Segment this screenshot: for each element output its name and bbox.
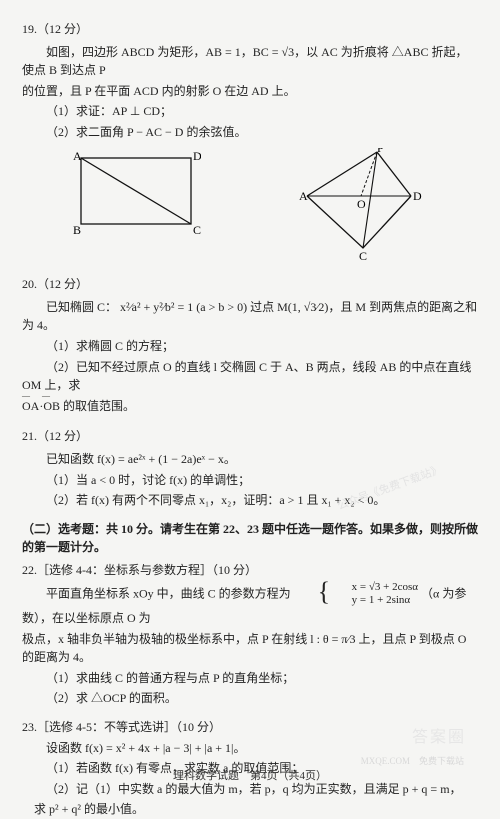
q22-brace-l2: y = 1 + 2sinα [328,594,418,607]
q19-p2: 的位置，且 P 在平面 ACD 内的射影 O 在边 AD 上。 [22,82,478,101]
q20-head: 20.（12 分） [22,275,478,294]
q22-s1: （1）求曲线 C 的普通方程与点 P 的直角坐标； [22,669,478,688]
q21-s2: （2）若 f(x) 有两个不同零点 x₁，x₂，证明：a > 1 且 x₁ + … [22,491,478,510]
q20-s1: （1）求椭圆 C 的方程； [22,337,478,356]
q22-brace-l1: x = √3 + 2cosα [328,581,418,594]
q21-head: 21.（12 分） [22,427,478,446]
q19-s2: （2）求二面角 P − AC − D 的余弦值。 [22,123,478,142]
q20-p1a: 已知椭圆 C： [46,300,117,314]
brace-group: { x = √3 + 2cosα y = 1 + 2sinα [294,581,418,609]
q23-head: 23.［选修 4-5：不等式选讲］（10 分） [22,718,478,737]
section2-title: （二）选考题：共 10 分。请考生在第 22、23 题中任选一题作答。如果多做，… [22,520,478,557]
q20-s2a: （2）已知不经过原点 O 的直线 l 交椭圆 C 于 A、B 两点，线段 AB … [22,358,478,395]
label-a: A [73,149,82,163]
q21-s1: （1）当 a < 0 时，讨论 f(x) 的单调性； [22,471,478,490]
q23-s2b: 求 p² + q² 的最小值。 [22,800,478,819]
q23-p1: 设函数 f(x) = x² + 4x + |a − 3| + |a + 1|。 [22,739,478,758]
fold-diagram: A D C P O [299,148,429,260]
q22-p1a: 平面直角坐标系 xOy 中，曲线 C 的参数方程为 [46,587,291,601]
left-brace-icon: { [294,579,330,605]
q19-s1: （1）求证：AP ⊥ CD； [22,102,478,121]
label-b: B [73,223,81,237]
label-p: P [377,148,384,155]
q19-head: 19.（12 分） [22,20,478,39]
vector-bar-icon: — — [22,390,55,402]
q22-p2: 极点，x 轴非负半轴为极轴的极坐标系中，点 P 在射线 l : θ = π⁄3 … [22,630,478,667]
page-footer: 理科数学试题 第4页（共4页） [0,768,500,785]
q22-s2: （2）求 △OCP 的面积。 [22,689,478,708]
q19-figure-left: A D B C [71,148,201,266]
label-a2: A [299,189,308,203]
label-d2: D [413,189,422,203]
q19-figures: A D B C A D C P O [22,148,478,266]
q22-line1: 平面直角坐标系 xOy 中，曲线 C 的参数方程为 { x = √3 + 2co… [22,581,478,627]
q20-p1: 已知椭圆 C： x²⁄a² + y²⁄b² = 1 (a > b > 0) 过点… [22,298,478,335]
q20-s2b-wrap: — — OA·OB 的取值范围。 [22,397,478,416]
label-o: O [357,197,366,211]
q20-formula: x²⁄a² + y²⁄b² = 1 (a > b > 0) [120,300,247,314]
q22-head: 22.［选修 4-4：坐标系与参数方程］（10 分） [22,561,478,580]
rectangle-diagram: A D B C [71,148,201,238]
q19-p1: 如图，四边形 ABCD 为矩形，AB = 1，BC = √3，以 AC 为折痕将… [22,43,478,80]
label-d: D [193,149,201,163]
q19-figure-right: A D C P O [299,148,429,266]
q21-p1: 已知函数 f(x) = ae²ˣ + (1 − 2a)eˣ − x。 [22,450,478,469]
label-c: C [193,223,201,237]
label-c2: C [359,249,367,260]
